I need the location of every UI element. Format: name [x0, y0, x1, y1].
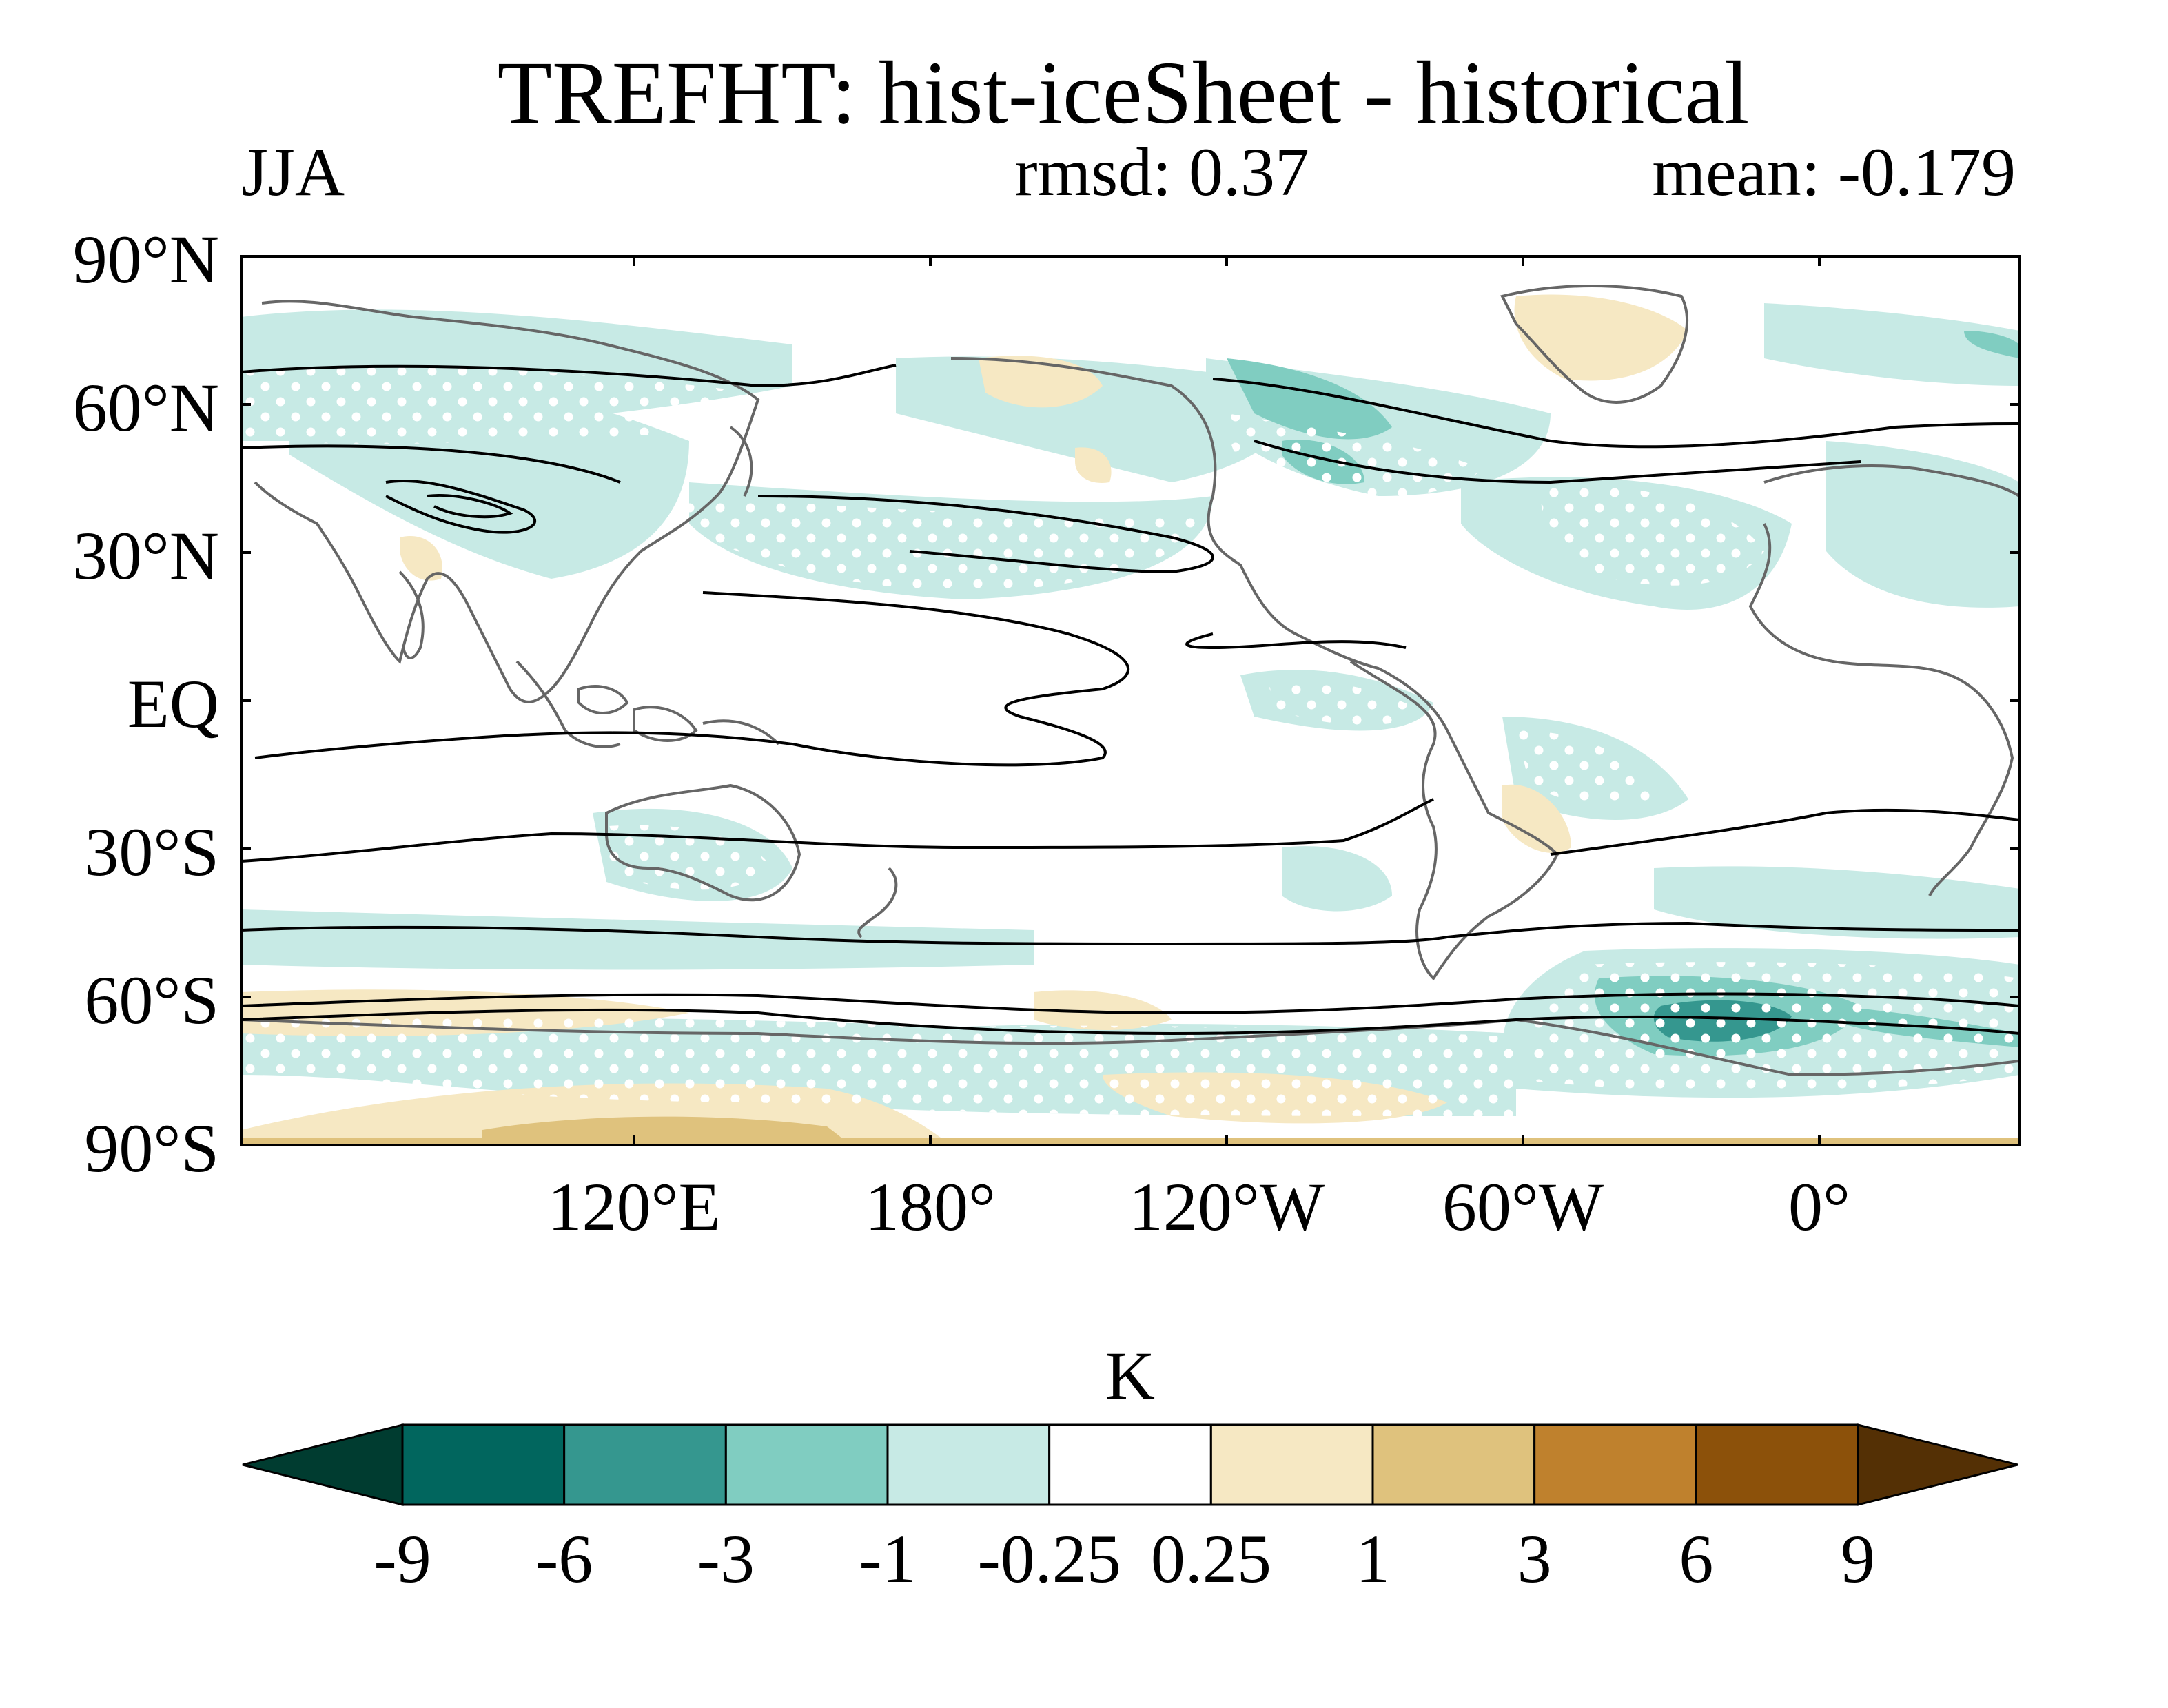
- colorbar-swatch: [724, 1423, 889, 1506]
- longitude-labels: 120°E 180° 120°W 60°W 0°: [547, 1169, 1850, 1245]
- colorbar-swatch: [1371, 1423, 1536, 1506]
- rmsd-label: rmsd: 0.37: [1014, 134, 1309, 210]
- moderate-positive-shading: [241, 1116, 2019, 1145]
- colorbar-swatch: [401, 1423, 566, 1506]
- colorbar-swatch: [1533, 1423, 1697, 1506]
- lon-label: 120°E: [547, 1169, 720, 1245]
- colorbar-tick-label: 6: [1679, 1521, 1713, 1597]
- lat-label: 30°S: [84, 814, 219, 890]
- lat-label: 90°N: [73, 221, 219, 298]
- latitude-labels: 90°N 60°N 30°N EQ 30°S 60°S 90°S: [73, 221, 219, 1186]
- colorbar-swatch: [563, 1423, 727, 1506]
- colorbar-swatch: [1209, 1423, 1374, 1506]
- colorbar-tick-label: -1: [859, 1521, 916, 1597]
- lat-label: 60°S: [84, 962, 219, 1038]
- colorbar-min-triangle: [242, 1423, 404, 1506]
- plot-title: TREFHT: hist-iceSheet - historical: [498, 43, 1750, 143]
- lon-label: 180°: [865, 1169, 996, 1245]
- colorbar-tick-label: 0.25: [1151, 1521, 1271, 1597]
- colorbar-unit: K: [1105, 1337, 1155, 1414]
- colorbar-swatch: [886, 1423, 1051, 1506]
- colorbar-max-triangle: [1857, 1423, 2018, 1506]
- colorbar-tick-label: -0.25: [978, 1521, 1121, 1597]
- colorbar: [242, 1423, 2018, 1506]
- lon-label: 60°W: [1442, 1169, 1604, 1245]
- map-panel: [241, 256, 2019, 1145]
- lon-label: 120°W: [1129, 1169, 1325, 1245]
- lat-label: 30°N: [73, 517, 219, 594]
- climatology-contours: [241, 364, 2019, 1036]
- lat-label: 90°S: [84, 1110, 219, 1186]
- lon-label: 0°: [1788, 1169, 1850, 1245]
- mean-label: mean: -0.179: [1652, 134, 2016, 210]
- lat-label: 60°N: [73, 369, 219, 446]
- colorbar-swatch: [1695, 1423, 1859, 1506]
- colorbar-swatch: [1048, 1423, 1212, 1506]
- colorbar-tick-label: 3: [1517, 1521, 1552, 1597]
- colorbar-tick-labels: -9 -6 -3 -1 -0.25 0.25 1 3 6 9: [374, 1521, 1875, 1597]
- axis-ticks: [241, 255, 2019, 1146]
- colorbar-tick-label: 1: [1356, 1521, 1390, 1597]
- season-label: JJA: [241, 134, 345, 210]
- colorbar-tick-label: -9: [374, 1521, 431, 1597]
- colorbar-tick-label: -3: [697, 1521, 755, 1597]
- coastlines: [241, 285, 2019, 1077]
- lat-label: EQ: [127, 666, 219, 742]
- colorbar-tick-label: -6: [535, 1521, 593, 1597]
- colorbar-tick-label: 9: [1841, 1521, 1875, 1597]
